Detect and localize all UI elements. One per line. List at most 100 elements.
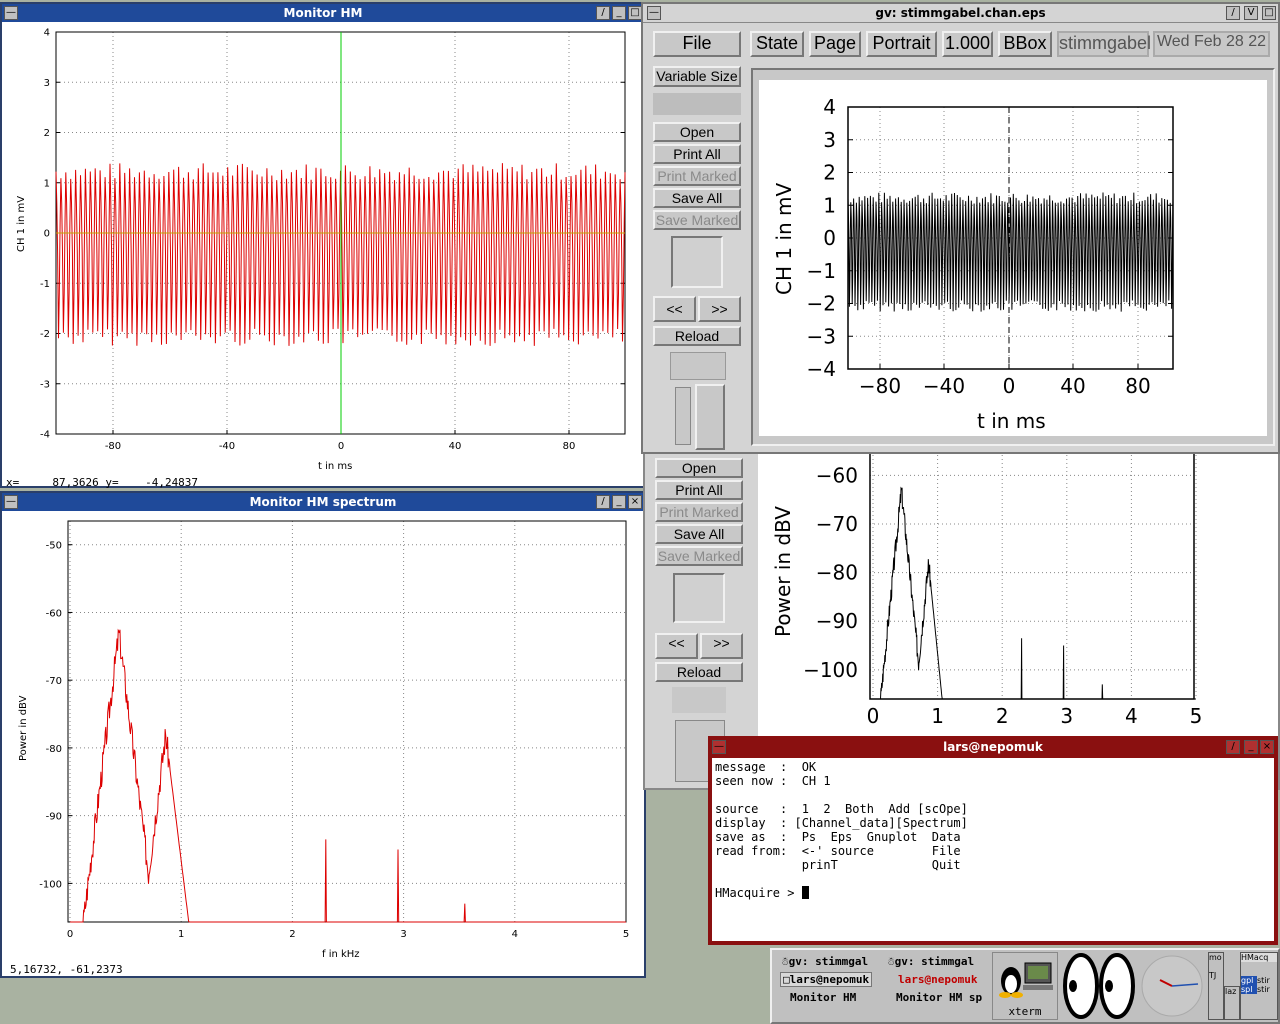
- maximize-button[interactable]: □: [628, 6, 642, 20]
- y-tick-label: -60: [46, 608, 62, 619]
- x-tick-label: 0: [1003, 374, 1016, 398]
- open-button[interactable]: Open: [653, 122, 741, 142]
- save-all-button[interactable]: Save All: [653, 188, 741, 208]
- task-gv-1[interactable]: ☃gv: stimmgal: [782, 955, 869, 968]
- gv-channel-plot: 4 3 2 1 0 −1 −2 −3 −4 −80 −40 0 40 80 CH 1 in mV t in…: [772, 95, 1174, 433]
- window-menu-button[interactable]: —: [647, 6, 661, 20]
- pager-desk-2[interactable]: laz: [1224, 986, 1240, 1020]
- window-menu-button[interactable]: —: [4, 495, 18, 509]
- channel-plot[interactable]: 4 3 2 1 0 -1 -2 -3 -4 -80 -40 0 40 80 CH 1 in mV t in…: [2, 22, 644, 470]
- y-tick-label: 1: [823, 193, 836, 217]
- page-view[interactable]: 4 3 2 1 0 −1 −2 −3 −4 −80 −40 0 40 80 CH 1 in mV t in…: [751, 68, 1275, 446]
- y-tick-label: -90: [46, 812, 62, 823]
- y-tick-label: -2: [40, 329, 50, 340]
- shade-button[interactable]: /: [1226, 740, 1240, 754]
- prev-page-button[interactable]: <<: [653, 296, 696, 322]
- y-tick-label: -4: [40, 430, 50, 441]
- y-tick-label: 3: [823, 128, 836, 152]
- page-list[interactable]: [671, 236, 723, 288]
- ghost-icon: ☃: [888, 955, 895, 968]
- zoom-button[interactable]: 1.000: [942, 31, 993, 57]
- file-menu-button[interactable]: File: [653, 31, 741, 57]
- minimize-button[interactable]: _: [612, 6, 626, 20]
- window-menu-button[interactable]: —: [712, 740, 726, 754]
- spectrum-trace: [70, 628, 626, 923]
- orientation-button[interactable]: Portrait: [866, 31, 937, 57]
- shade-button[interactable]: /: [596, 495, 610, 509]
- minimize-button[interactable]: _: [612, 495, 626, 509]
- spectrum-plot[interactable]: -50 -60 -70 -80 -90 -100 0 1 2 3 4 5 Power in dBV f…: [2, 511, 644, 959]
- y-tick-label: 2: [823, 161, 836, 185]
- terminal-titlebar[interactable]: — lars@nepomuk / _ ×: [710, 738, 1276, 756]
- pager-desk-3[interactable]: HMacq gpl stir spl stir: [1240, 952, 1278, 1020]
- maximize-button[interactable]: □: [1262, 6, 1276, 20]
- xeyes: [1062, 952, 1136, 1020]
- magnifier-steps[interactable]: [670, 352, 726, 380]
- reload-button[interactable]: Reload: [655, 662, 743, 682]
- terminal-line: source : 1 2 Both Add [scOpe]: [715, 802, 968, 816]
- print-marked-button[interactable]: Print Marked: [655, 502, 743, 522]
- cursor-readout: 5,16732, -61,2373: [10, 963, 123, 976]
- page-menu-button[interactable]: Page: [809, 31, 861, 57]
- x-tick-label: -80: [105, 441, 121, 452]
- y-tick-label: -50: [46, 541, 62, 552]
- y-axis-label: CH 1 in mV: [772, 182, 796, 295]
- y-tick-label: 3: [44, 78, 50, 89]
- y-tick-label: 4: [823, 95, 836, 119]
- variable-size-button[interactable]: Variable Size: [653, 66, 741, 87]
- task-terminal-2[interactable]: lars@nepomuk: [898, 973, 978, 986]
- task-spectrum[interactable]: Monitor HM sp: [896, 991, 983, 1004]
- gv-window: — gv: stimmgabel.chan.eps / V □ File Sta…: [641, 2, 1280, 454]
- prompt-line[interactable]: HMacquire >: [715, 886, 1271, 900]
- prev-page-button[interactable]: <<: [655, 633, 698, 659]
- state-menu-button[interactable]: State: [750, 31, 804, 57]
- scroll-arrows[interactable]: [675, 387, 691, 445]
- print-all-button[interactable]: Print All: [653, 144, 741, 164]
- open-button[interactable]: Open: [655, 458, 743, 478]
- minimize-button[interactable]: V: [1244, 6, 1258, 20]
- minimize-button[interactable]: _: [1244, 740, 1258, 754]
- monitor-hm-titlebar[interactable]: — Monitor HM / _ □: [2, 4, 644, 22]
- y-tick-label: −80: [816, 561, 858, 585]
- x-tick-label: 0: [67, 929, 73, 940]
- x-tick-label: 1: [178, 929, 184, 940]
- page-indicator: [653, 93, 741, 115]
- bbox-button[interactable]: BBox: [998, 31, 1052, 57]
- panner[interactable]: [695, 384, 725, 450]
- task-monitor[interactable]: Monitor HM: [790, 991, 857, 1004]
- page-list[interactable]: [673, 573, 725, 623]
- pager-desk-1[interactable]: mo TJ: [1208, 952, 1224, 1020]
- save-marked-button[interactable]: Save Marked: [653, 210, 741, 230]
- task-terminal-1[interactable]: □lars@nepomuk: [780, 972, 873, 987]
- close-button[interactable]: ×: [628, 495, 642, 509]
- shade-button[interactable]: /: [1226, 6, 1240, 20]
- terminal-output[interactable]: message : OK seen now : CH 1 source : 1 2 …: [712, 758, 1274, 941]
- spectrum-trace: [873, 486, 1196, 700]
- monitor-hm-window: — Monitor HM / _ □ 4 3 2 1 0 -1 -2 -3 -4 -80 -40 0 4…: [0, 2, 646, 489]
- x-axis-label: f in kHz: [322, 949, 360, 959]
- print-marked-button[interactable]: Print Marked: [653, 166, 741, 186]
- magnifier-steps[interactable]: [672, 687, 726, 713]
- pager[interactable]: mo TJ laz HMacq gpl stir spl stir: [1208, 952, 1278, 1020]
- eyes-icon: [1063, 953, 1135, 1019]
- gv-titlebar[interactable]: — gv: stimmgabel.chan.eps / V □: [643, 4, 1278, 23]
- reload-button[interactable]: Reload: [653, 326, 741, 346]
- shade-button[interactable]: /: [596, 6, 610, 20]
- x-tick-label: 80: [563, 441, 576, 452]
- spectrum-titlebar[interactable]: — Monitor HM spectrum / _ ×: [2, 493, 644, 511]
- next-page-button[interactable]: >>: [700, 633, 743, 659]
- task-gv-2[interactable]: ☃gv: stimmgal: [888, 955, 975, 968]
- x-tick-label: 5: [623, 929, 629, 940]
- y-tick-label: 0: [823, 226, 836, 250]
- close-button[interactable]: ×: [1260, 740, 1274, 754]
- print-all-button[interactable]: Print All: [655, 480, 743, 500]
- y-tick-label: −90: [816, 609, 858, 633]
- window-menu-button[interactable]: —: [4, 6, 18, 20]
- xterm-launcher[interactable]: xterm: [992, 952, 1058, 1020]
- taskbar: ☃gv: stimmgal ☃gv: stimmgal □lars@nepomu…: [770, 948, 1280, 1024]
- save-marked-button[interactable]: Save Marked: [655, 546, 743, 566]
- save-all-button[interactable]: Save All: [655, 524, 743, 544]
- next-page-button[interactable]: >>: [698, 296, 741, 322]
- y-tick-label: -80: [46, 744, 62, 755]
